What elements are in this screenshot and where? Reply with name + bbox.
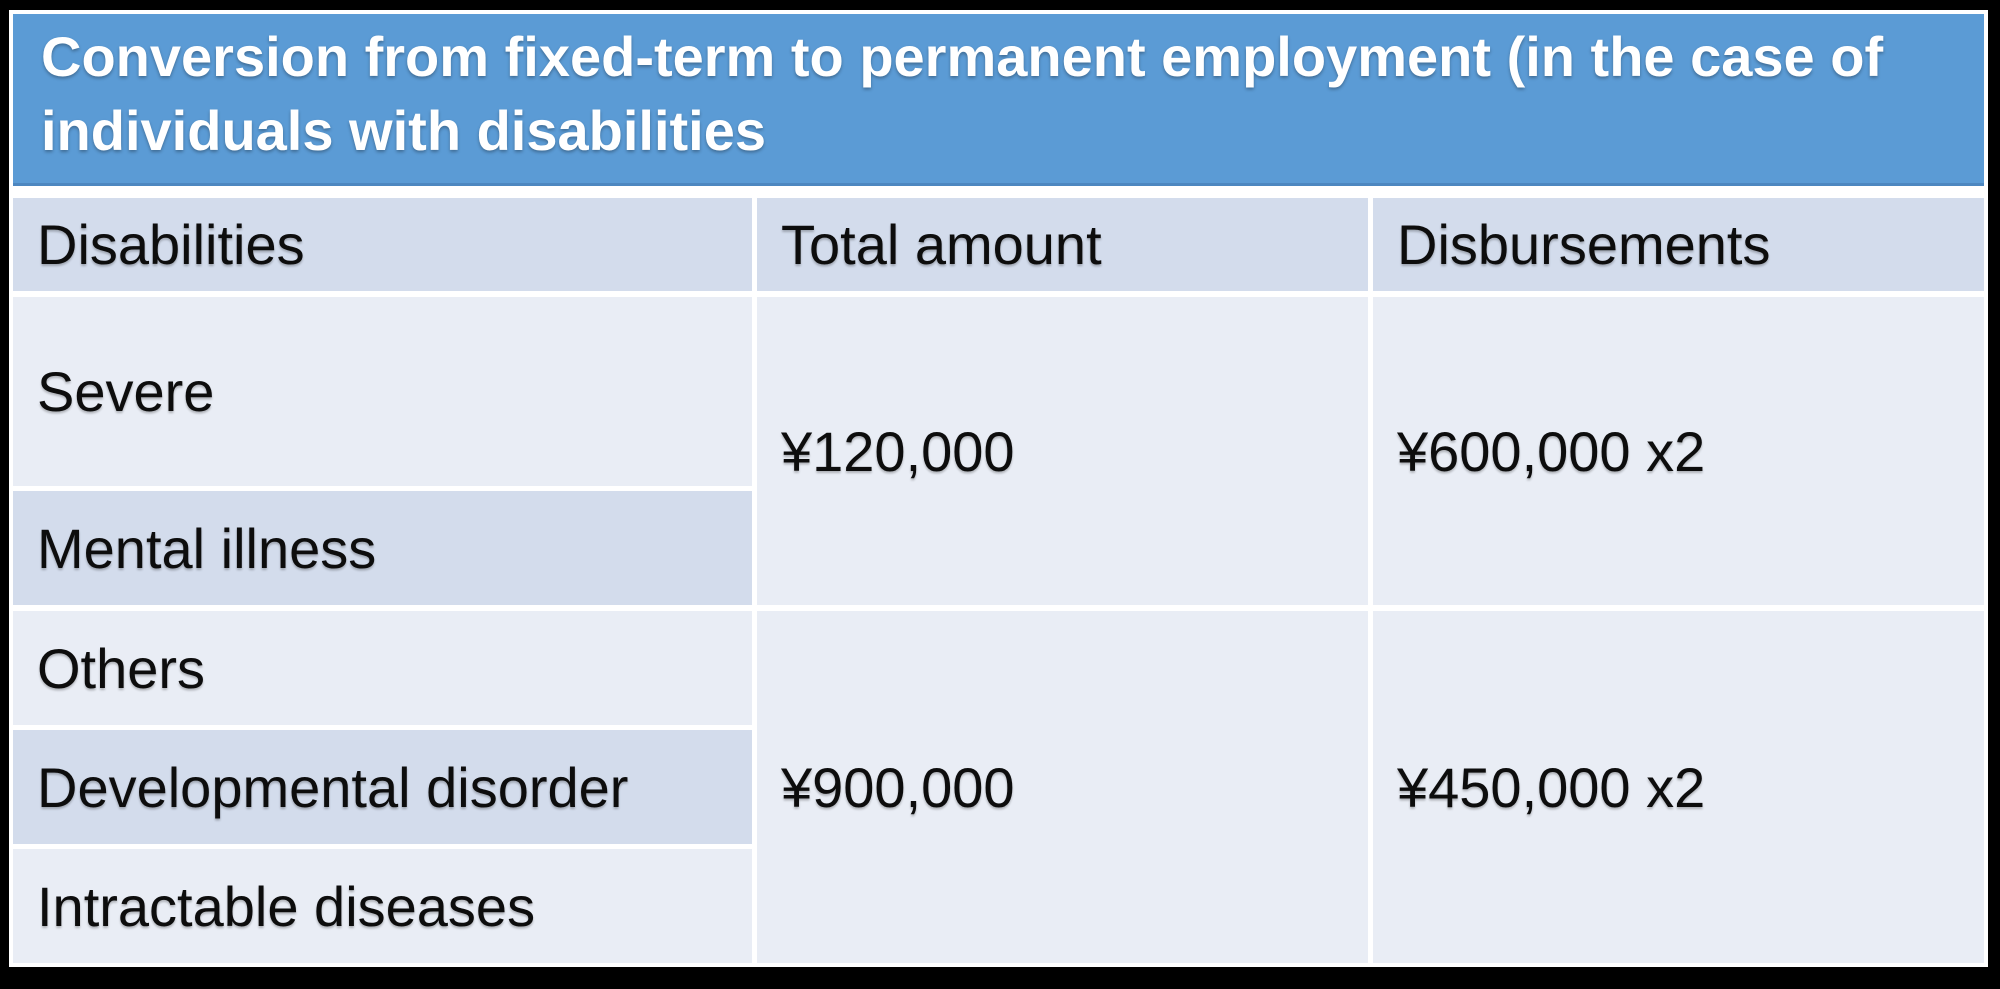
header-cell-disbursements: Disbursements [1373, 198, 1984, 291]
disability-cells-group-2: Others Developmental disorder Intractabl… [13, 611, 752, 963]
cell-total-amount-group-2: ¥900,000 [757, 611, 1368, 963]
cell-disbursements-group-1: ¥600,000 x2 [1373, 297, 1984, 605]
table-header-row: Disabilities Total amount Disbursements [13, 198, 1984, 291]
title-divider [13, 186, 1984, 198]
cell-disability-severe: Severe [13, 297, 752, 486]
cell-disability-others: Others [13, 611, 752, 725]
disability-cells-group-1: Severe Mental illness [13, 297, 752, 605]
row-group-others-developmental-intractable: Others Developmental disorder Intractabl… [13, 611, 1984, 963]
cell-disability-mental-illness: Mental illness [13, 491, 752, 605]
cell-disbursements-group-2: ¥450,000 x2 [1373, 611, 1984, 963]
benefits-table: Conversion from fixed-term to permanent … [9, 10, 1988, 967]
header-cell-disabilities: Disabilities [13, 198, 752, 291]
header-cell-total-amount: Total amount [757, 198, 1368, 291]
table-title: Conversion from fixed-term to permanent … [13, 14, 1984, 186]
cell-disability-developmental-disorder: Developmental disorder [13, 730, 752, 844]
cell-total-amount-group-1: ¥120,000 [757, 297, 1368, 605]
row-group-severe-mental: Severe Mental illness ¥120,000 ¥600,000 … [13, 297, 1984, 605]
cell-disability-intractable-diseases: Intractable diseases [13, 849, 752, 963]
